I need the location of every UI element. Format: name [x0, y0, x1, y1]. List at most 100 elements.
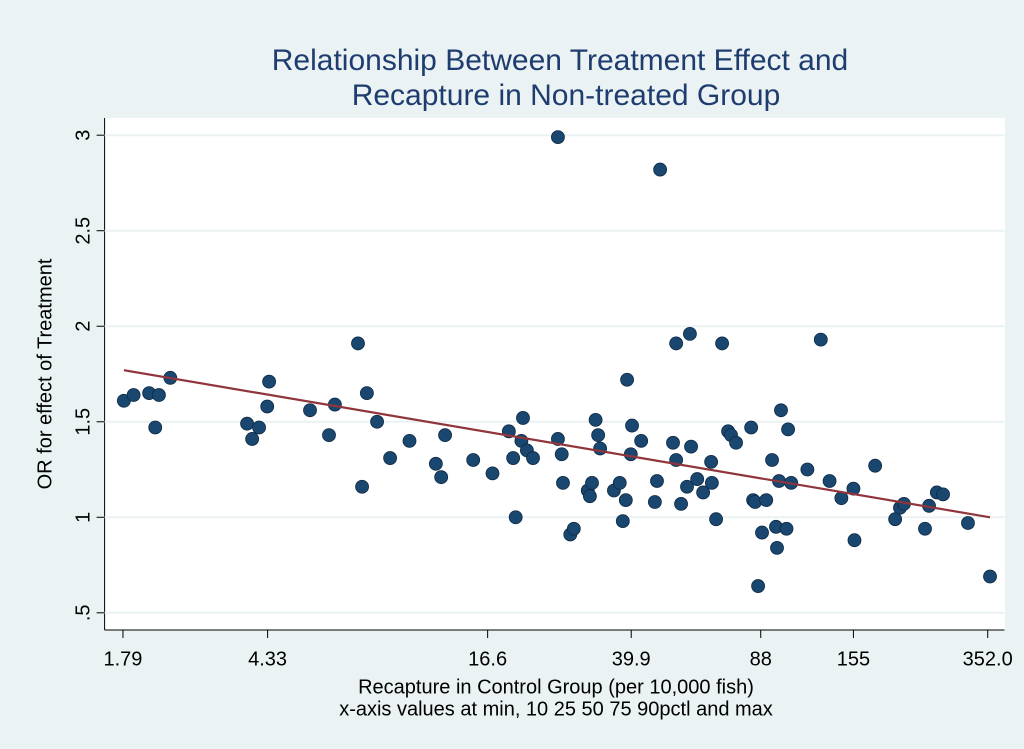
chart-title: Relationship Between Treatment Effect an… [272, 44, 848, 77]
scatter-point [765, 453, 779, 467]
scatter-point [516, 411, 530, 425]
scatter-point [428, 456, 443, 471]
y-tick-label: .5 [72, 604, 94, 621]
y-tick-label: 1 [72, 512, 94, 523]
scatter-point [583, 489, 597, 504]
scatter-point [620, 372, 634, 387]
scatter-point [359, 386, 374, 401]
scatter-point [983, 569, 997, 584]
scatter-point [813, 332, 828, 347]
scatter-point [262, 374, 277, 389]
scatter-point [370, 414, 384, 429]
scatter-point [351, 336, 365, 351]
scatter-point [126, 388, 141, 402]
scatter-point [669, 336, 684, 351]
scatter-point [612, 475, 627, 490]
scatter-point [148, 420, 163, 435]
scatter-point [690, 472, 705, 486]
x-tick-label: 39.9 [612, 648, 651, 670]
scatter-point [666, 435, 680, 450]
scatter-point [709, 512, 723, 527]
scatter-point [556, 475, 570, 490]
x-tick-label: 352.0 [963, 648, 1013, 670]
scatter-point [322, 428, 336, 443]
scatter-point [551, 130, 565, 145]
scatter-point [704, 475, 719, 490]
scatter-point [252, 420, 266, 435]
scatter-point [588, 412, 603, 427]
scatter-point [847, 533, 862, 548]
scatter-point [438, 428, 452, 443]
fit-line [123, 369, 991, 519]
scatter-point [647, 495, 662, 509]
scatter-point [684, 439, 698, 454]
scatter-point [961, 516, 975, 530]
scatter-point [888, 512, 903, 527]
scatter-point [508, 510, 523, 525]
scatter-point [566, 521, 581, 536]
scatter-point [683, 326, 697, 341]
x-tick-label: 4.33 [248, 648, 287, 670]
scatter-point [674, 497, 688, 511]
scatter-point [680, 479, 694, 494]
x-tick-label: 155 [837, 648, 870, 670]
y-tick-label: 3 [72, 130, 94, 141]
y-axis-title: OR for effect of Treatment [34, 258, 56, 489]
scatter-point [868, 458, 883, 473]
y-tick-label: 1.5 [72, 408, 94, 436]
scatter-point [466, 453, 481, 467]
x-tick-label: 1.79 [104, 648, 143, 670]
scatter-point [591, 428, 606, 443]
scatter-point [770, 540, 784, 555]
scatter-point [585, 475, 599, 490]
scatter-point [303, 403, 317, 418]
x-tick-label: 16.6 [468, 648, 507, 670]
scatter-point [402, 433, 417, 448]
scatter-point [800, 462, 815, 477]
scatter-point [551, 432, 565, 446]
scatter-point [744, 420, 759, 435]
plot-area [104, 118, 1005, 630]
scatter-point [653, 162, 668, 177]
scatter-point [615, 514, 630, 529]
scatter-point [240, 416, 254, 431]
scatter-point [779, 521, 794, 536]
marks [116, 130, 997, 593]
scatter-point [634, 433, 649, 448]
scatter-point [593, 441, 608, 456]
scatter-point [650, 474, 664, 488]
scatter-point [618, 493, 633, 507]
scatter-point [355, 479, 369, 494]
x-axis-note: x-axis values at min, 10 25 50 75 90pctl… [339, 698, 773, 720]
scatter-point [936, 487, 950, 502]
scatter-point [696, 485, 711, 500]
y-tick-label: 2 [72, 321, 94, 332]
scatter-point [755, 525, 769, 540]
scatter-point [774, 403, 788, 418]
scatter-point [623, 447, 638, 462]
grid: .5 1 1.5 2 2.5 3 1.79 4.33 16.6 39.9 88 155 352.0 [72, 118, 1013, 670]
scatter-point [759, 493, 774, 507]
scatter-point [715, 336, 729, 351]
scatter-point [554, 447, 569, 462]
scatter-point [625, 418, 639, 433]
scatter-point [781, 422, 795, 437]
chart-title: Recapture in Non-treated Group [352, 79, 781, 112]
scatter-point [729, 435, 743, 450]
scatter-point [918, 521, 932, 536]
scatter-point [383, 451, 398, 465]
scatter-point [704, 454, 719, 469]
scatter-point [434, 470, 449, 485]
scatter-point [506, 451, 521, 465]
x-tick-label: 88 [750, 648, 772, 670]
scatter-point [260, 399, 275, 414]
scatter-point [751, 579, 766, 593]
y-tick-label: 2.5 [72, 217, 94, 245]
scatter-point [245, 432, 260, 446]
scatter-point [822, 474, 837, 488]
scatter-point [485, 466, 500, 481]
scatter-point [152, 388, 166, 402]
scatter-point [526, 451, 540, 465]
